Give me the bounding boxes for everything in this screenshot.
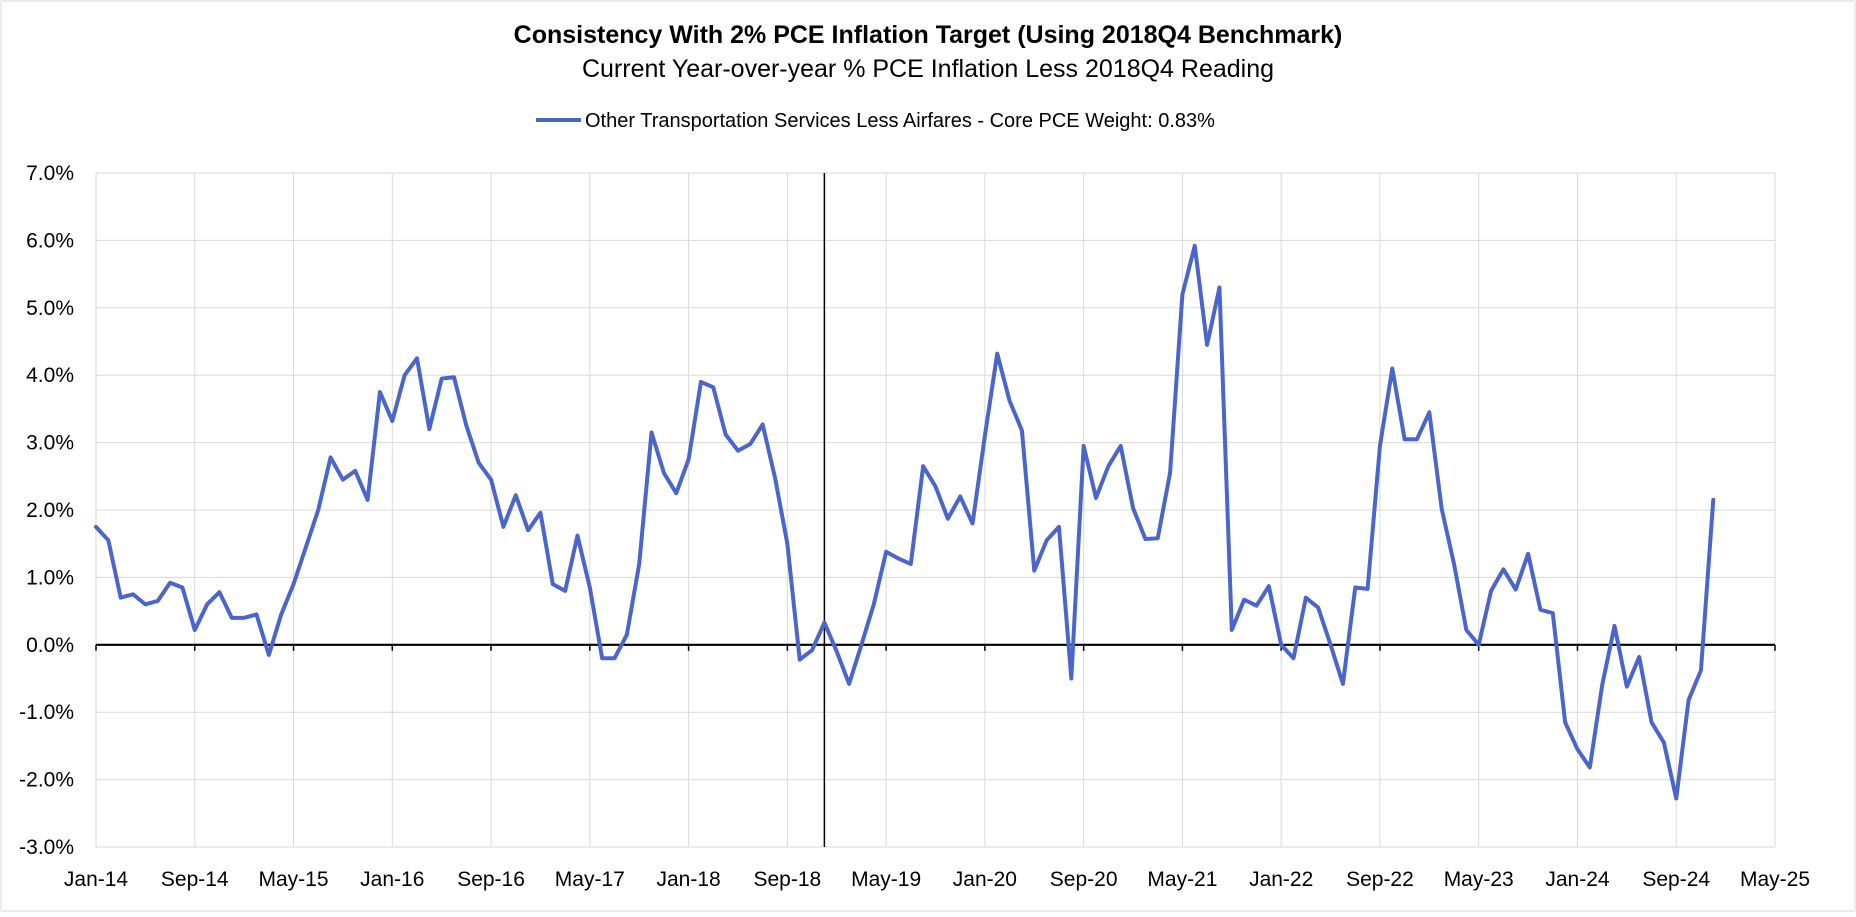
x-tick-label: Jan-24 <box>1545 868 1610 891</box>
x-tick-label: Jan-18 <box>656 868 720 891</box>
chart-subtitle: Current Year-over-year % PCE Inflation L… <box>582 55 1274 83</box>
y-tick-label: 2.0% <box>26 499 74 522</box>
x-tick-label: Jan-14 <box>64 868 129 891</box>
x-tick-label: Sep-14 <box>161 868 229 891</box>
y-tick-label: -2.0% <box>19 769 74 792</box>
y-tick-label: 6.0% <box>26 229 74 252</box>
x-tick-label: May-21 <box>1147 868 1217 891</box>
legend: Other Transportation Services Less Airfa… <box>536 110 1215 132</box>
series-line <box>94 243 1716 801</box>
x-axis-ticks: Jan-14 Sep-14 May-15 Jan-16 Sep-16 May-17 Jan-… <box>64 868 1810 891</box>
gridlines <box>95 172 1776 848</box>
series-layer <box>94 243 1716 801</box>
x-tick-label: Jan-16 <box>360 868 424 891</box>
x-tick-label: May-17 <box>555 868 625 891</box>
x-tick-label: May-15 <box>259 868 329 891</box>
y-tick-label: 5.0% <box>26 297 74 320</box>
legend-label: Other Transportation Services Less Airfa… <box>585 110 1215 132</box>
y-tick-label: 4.0% <box>26 364 74 387</box>
x-tick-label: Sep-24 <box>1642 868 1710 891</box>
x-tick-label: Sep-20 <box>1050 868 1118 891</box>
y-tick-label: 3.0% <box>26 432 74 455</box>
x-tick-label: Sep-16 <box>457 868 525 891</box>
x-tick-label: May-19 <box>851 868 921 891</box>
axes <box>95 173 1776 847</box>
chart-title: Consistency With 2% PCE Inflation Target… <box>514 21 1343 49</box>
x-tick-label: Sep-18 <box>753 868 821 891</box>
x-tick-label: May-25 <box>1740 868 1810 891</box>
y-tick-label: -1.0% <box>19 701 74 724</box>
x-tick-label: Jan-22 <box>1249 868 1313 891</box>
y-axis-ticks: -3.0% -2.0% -1.0% 0.0% 1.0% 2.0% 3.0% 4.0% 5.0% 6… <box>19 162 74 859</box>
y-tick-label: 1.0% <box>26 566 74 589</box>
x-tick-label: Sep-22 <box>1346 868 1414 891</box>
y-tick-label: 0.0% <box>26 634 74 657</box>
x-tick-label: May-23 <box>1444 868 1514 891</box>
x-tick-label: Jan-20 <box>953 868 1017 891</box>
y-tick-label: -3.0% <box>19 836 74 859</box>
y-tick-label: 7.0% <box>26 162 74 185</box>
